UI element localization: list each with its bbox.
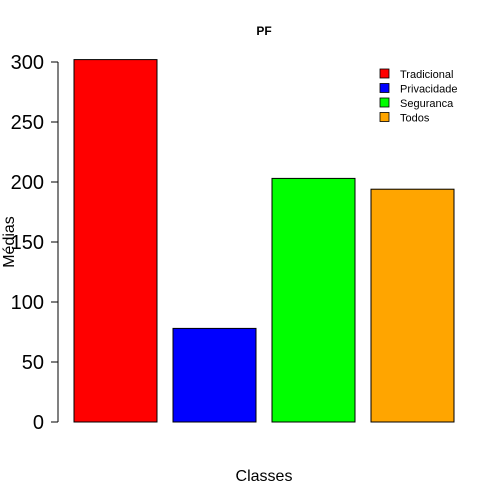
legend-label-tradicional: Tradicional	[400, 69, 453, 81]
legend-swatch-privacidade	[379, 83, 390, 93]
legend-label-seguranca: Seguranca	[400, 98, 454, 110]
y-tick-label: 0	[33, 412, 44, 434]
bar-tradicional	[73, 59, 158, 423]
bar-privacidade	[172, 327, 257, 423]
legend-swatch-tradicional	[379, 68, 390, 79]
legend: Tradicional Privacidade Seguranca Todos	[379, 68, 457, 125]
y-tick-label: 100	[11, 292, 44, 314]
bar-todos	[370, 188, 455, 423]
y-tick-label: 300	[11, 52, 44, 74]
x-axis-label: Classes	[236, 468, 293, 485]
y-axis: 0 50 100 150 200 250 300	[11, 52, 59, 434]
y-tick-label: 50	[22, 352, 44, 374]
chart-title: PF	[256, 24, 271, 38]
legend-label-privacidade: Privacidade	[400, 84, 457, 96]
legend-swatch-seguranca	[379, 97, 390, 108]
bars	[73, 59, 455, 423]
bar-seguranca	[271, 177, 356, 423]
legend-swatch-todos	[379, 112, 390, 122]
y-tick-label: 200	[11, 172, 44, 194]
y-axis-label: Médias	[1, 216, 18, 268]
legend-label-todos: Todos	[400, 113, 430, 125]
y-tick-label: 250	[11, 112, 44, 134]
y-tick-label: 150	[11, 232, 44, 254]
